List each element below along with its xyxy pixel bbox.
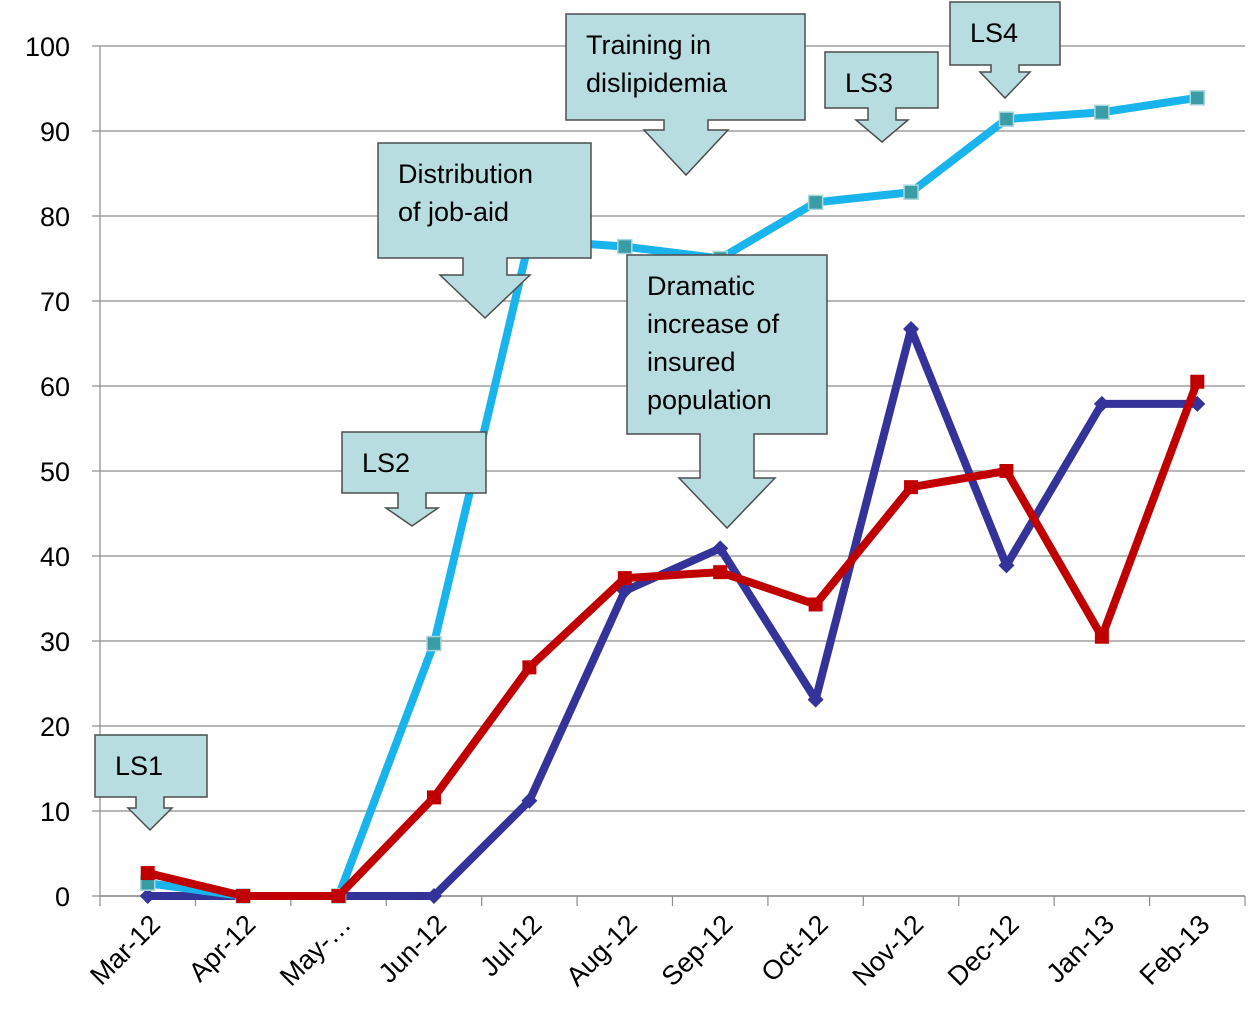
x-tick-label: Dec-12 bbox=[942, 909, 1025, 992]
x-tick-label: Jan-13 bbox=[1041, 909, 1121, 989]
marker bbox=[712, 540, 729, 557]
marker bbox=[1093, 395, 1110, 412]
x-tick-label: Mar-12 bbox=[84, 909, 166, 991]
marker bbox=[1189, 90, 1206, 106]
callout bbox=[94, 734, 208, 832]
y-tick-label: 20 bbox=[40, 712, 70, 742]
marker bbox=[617, 571, 632, 586]
y-tick-label: 100 bbox=[25, 32, 70, 62]
y-tick-label: 60 bbox=[40, 372, 70, 402]
callout-text: insured bbox=[647, 347, 736, 377]
marker bbox=[236, 889, 251, 903]
x-tick-label: Jun-12 bbox=[373, 909, 453, 989]
marker bbox=[425, 888, 442, 904]
marker bbox=[139, 888, 156, 904]
marker bbox=[807, 691, 824, 708]
series-line bbox=[146, 380, 1202, 900]
y-tick-label: 50 bbox=[40, 457, 70, 487]
callout-text: Training in bbox=[586, 30, 711, 60]
y-tick-label: 0 bbox=[55, 882, 70, 912]
marker bbox=[903, 184, 919, 200]
x-tick-label: Apr-12 bbox=[183, 909, 262, 988]
x-tick-label: Sep-12 bbox=[656, 909, 739, 992]
series-line bbox=[147, 93, 1198, 900]
marker bbox=[521, 792, 538, 809]
x-tick-label: May-… bbox=[274, 909, 357, 992]
marker bbox=[998, 111, 1015, 127]
callout-text: population bbox=[647, 385, 772, 415]
x-tick-label: Feb-13 bbox=[1134, 909, 1216, 991]
marker bbox=[903, 321, 920, 338]
marker bbox=[140, 866, 155, 881]
callout bbox=[626, 254, 828, 530]
marker bbox=[426, 790, 441, 805]
marker bbox=[998, 557, 1015, 574]
callout bbox=[824, 51, 939, 143]
marker bbox=[808, 597, 823, 612]
callout bbox=[565, 13, 806, 177]
callout-text: LS4 bbox=[970, 18, 1018, 48]
y-tick-label: 10 bbox=[40, 797, 70, 827]
callout-text: Dramatic bbox=[647, 271, 755, 301]
marker bbox=[713, 565, 728, 580]
x-tick-label: Jul-12 bbox=[474, 909, 547, 982]
x-tick-label: Oct-12 bbox=[755, 909, 834, 988]
y-tick-label: 80 bbox=[40, 202, 70, 232]
y-tick-label: 30 bbox=[40, 627, 70, 657]
marker bbox=[1094, 104, 1110, 121]
callout-text: Distribution bbox=[398, 159, 533, 189]
callout bbox=[377, 142, 592, 320]
y-tick-label: 70 bbox=[40, 287, 70, 317]
callout-text: of job-aid bbox=[398, 197, 509, 227]
marker bbox=[999, 464, 1014, 478]
marker bbox=[1190, 374, 1205, 389]
callout-text: increase of bbox=[647, 309, 780, 339]
marker bbox=[807, 194, 824, 211]
callout-text: LS1 bbox=[115, 751, 163, 781]
marker bbox=[522, 660, 537, 675]
marker bbox=[426, 635, 442, 652]
marker bbox=[1094, 629, 1109, 644]
marker bbox=[331, 889, 346, 903]
marker bbox=[617, 238, 633, 255]
callout bbox=[341, 431, 487, 527]
y-tick-label: 40 bbox=[40, 542, 70, 572]
callout-text: LS2 bbox=[362, 448, 410, 478]
y-tick-label: 90 bbox=[40, 117, 70, 147]
marker bbox=[904, 480, 919, 495]
callout-text: dislipidemia bbox=[586, 68, 728, 98]
callout-text: LS3 bbox=[845, 68, 893, 98]
x-tick-label: Nov-12 bbox=[847, 909, 930, 992]
callout bbox=[949, 1, 1061, 100]
x-tick-label: Aug-12 bbox=[560, 909, 643, 992]
